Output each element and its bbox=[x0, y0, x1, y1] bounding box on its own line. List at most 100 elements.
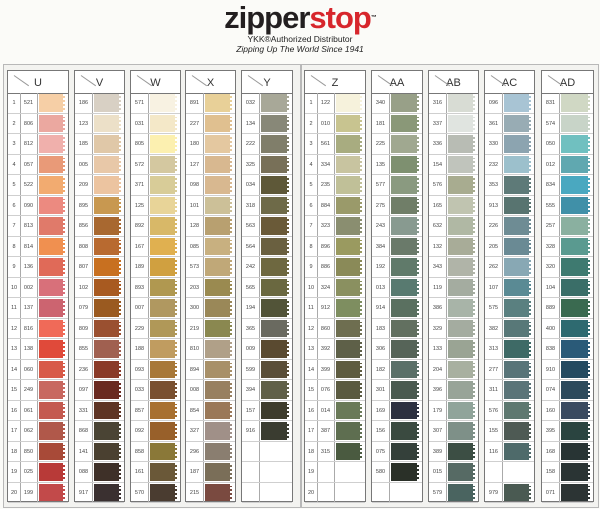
color-row: 10 324 bbox=[305, 277, 365, 298]
color-code: 096 bbox=[485, 93, 503, 113]
color-row: 805 bbox=[131, 134, 180, 155]
color-swatch bbox=[94, 340, 121, 358]
color-row: 243 bbox=[372, 216, 422, 237]
color-code: 576 bbox=[429, 175, 447, 195]
color-swatch bbox=[448, 237, 475, 255]
color-swatch bbox=[261, 114, 289, 132]
color-row: 204 bbox=[429, 359, 478, 380]
color-row: 236 bbox=[75, 359, 124, 380]
color-column-u: U 1 521 2 806 3 812 4 057 5 522 6 090 7 813 8 814 9 136 10 0… bbox=[7, 70, 69, 503]
color-row: 074 bbox=[542, 380, 593, 401]
color-code: 330 bbox=[485, 134, 503, 154]
color-swatch bbox=[448, 278, 475, 296]
color-code: 169 bbox=[372, 400, 390, 420]
color-swatch bbox=[391, 196, 419, 214]
color-code: 387 bbox=[317, 421, 335, 441]
color-swatch bbox=[448, 319, 475, 337]
color-row: 12 816 bbox=[8, 318, 68, 339]
color-code: 107 bbox=[485, 277, 503, 297]
color-code: 092 bbox=[131, 421, 149, 441]
row-number: 19 bbox=[8, 462, 21, 482]
color-row: 155 bbox=[485, 421, 534, 442]
color-row: 300 bbox=[186, 298, 235, 319]
color-row: 394 bbox=[242, 380, 292, 401]
color-swatch bbox=[261, 340, 289, 358]
color-row: 579 bbox=[429, 482, 478, 503]
color-swatch bbox=[336, 94, 362, 112]
color-row: 10 002 bbox=[8, 277, 68, 298]
color-code: 180 bbox=[186, 134, 204, 154]
color-swatch bbox=[261, 176, 289, 194]
color-swatch bbox=[94, 299, 121, 317]
color-code: 229 bbox=[131, 318, 149, 338]
color-row: 3 561 bbox=[305, 134, 365, 155]
color-swatch bbox=[94, 94, 121, 112]
color-swatch bbox=[448, 114, 475, 132]
color-code: 088 bbox=[75, 462, 93, 482]
color-code: 812 bbox=[20, 134, 38, 154]
row-number: 15 bbox=[305, 380, 318, 400]
color-row: 327 bbox=[186, 421, 235, 442]
color-row: 573 bbox=[186, 257, 235, 278]
color-code: 075 bbox=[372, 441, 390, 461]
color-swatch bbox=[150, 196, 177, 214]
color-code bbox=[485, 462, 503, 482]
color-swatch bbox=[504, 155, 531, 173]
color-code: 384 bbox=[372, 236, 390, 256]
color-swatch bbox=[150, 114, 177, 132]
color-swatch bbox=[39, 196, 65, 214]
color-swatch bbox=[391, 258, 419, 276]
color-swatch bbox=[205, 155, 232, 173]
color-code: 808 bbox=[75, 236, 93, 256]
row-number: 3 bbox=[305, 134, 318, 154]
color-code: 365 bbox=[242, 318, 260, 338]
color-code: 012 bbox=[542, 154, 560, 174]
color-code: 085 bbox=[186, 236, 204, 256]
color-swatch bbox=[261, 237, 289, 255]
color-code: 101 bbox=[186, 195, 204, 215]
color-code: 399 bbox=[317, 359, 335, 379]
color-row: 107 bbox=[485, 277, 534, 298]
header-divider bbox=[13, 75, 30, 87]
color-swatch bbox=[561, 237, 590, 255]
row-number: 2 bbox=[8, 113, 21, 133]
color-code: 128 bbox=[186, 216, 204, 236]
color-swatch bbox=[391, 319, 419, 337]
color-code bbox=[317, 462, 335, 482]
color-code: 062 bbox=[20, 421, 38, 441]
color-code: 306 bbox=[372, 339, 390, 359]
row-number: 6 bbox=[305, 195, 318, 215]
color-code: 806 bbox=[20, 113, 38, 133]
color-row: 262 bbox=[485, 257, 534, 278]
row-number: 16 bbox=[8, 400, 21, 420]
color-code: 343 bbox=[429, 257, 447, 277]
color-swatch bbox=[448, 196, 475, 214]
color-row: 4 057 bbox=[8, 154, 68, 175]
row-number: 10 bbox=[305, 277, 318, 297]
column-header-label: AC bbox=[501, 77, 518, 89]
color-row: 157 bbox=[242, 400, 292, 421]
color-code bbox=[242, 482, 260, 502]
color-row: 389 bbox=[429, 441, 478, 462]
color-code: 205 bbox=[485, 236, 503, 256]
row-number: 4 bbox=[8, 154, 21, 174]
color-code: 521 bbox=[20, 93, 38, 113]
color-row: 209 bbox=[75, 175, 124, 196]
color-swatch bbox=[261, 278, 289, 296]
column-header-label: AB bbox=[446, 77, 461, 89]
color-code: 311 bbox=[485, 380, 503, 400]
color-code: 242 bbox=[242, 257, 260, 277]
color-swatch bbox=[94, 381, 121, 399]
color-swatch bbox=[336, 381, 362, 399]
color-code: 300 bbox=[186, 298, 204, 318]
color-row: 128 bbox=[186, 216, 235, 237]
color-swatch bbox=[561, 360, 590, 378]
color-row: 2 806 bbox=[8, 113, 68, 134]
color-code: 135 bbox=[372, 154, 390, 174]
color-code: 122 bbox=[317, 93, 335, 113]
color-row: 854 bbox=[186, 400, 235, 421]
color-row: 18 850 bbox=[8, 441, 68, 462]
color-row: 16 061 bbox=[8, 400, 68, 421]
color-swatch bbox=[150, 422, 177, 440]
color-code: 868 bbox=[75, 421, 93, 441]
